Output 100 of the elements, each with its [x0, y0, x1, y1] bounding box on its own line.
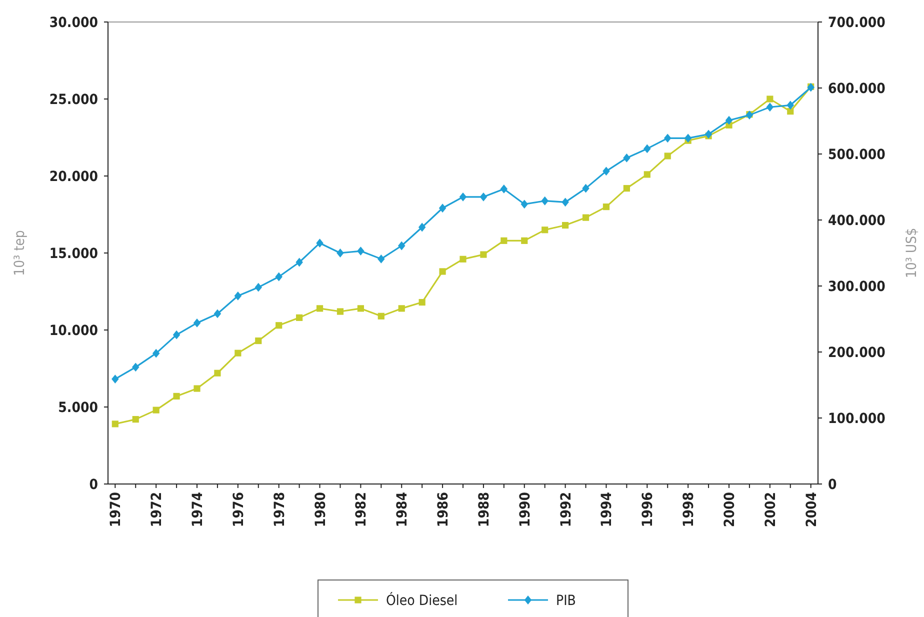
point: [316, 238, 324, 248]
point: [152, 348, 160, 358]
point: [398, 241, 406, 250]
point: [786, 100, 794, 110]
point: [214, 309, 222, 318]
point: [459, 192, 467, 202]
point: [664, 134, 672, 143]
point: [234, 291, 242, 300]
y-tick-label: 5.000: [58, 400, 98, 416]
x-tick-label: 2004: [804, 492, 820, 528]
point: [112, 374, 119, 384]
point: [214, 370, 221, 376]
y-tick-label: 0: [89, 476, 98, 493]
point: [623, 185, 630, 192]
point: [644, 144, 651, 154]
point: [254, 282, 262, 292]
point: [234, 350, 242, 356]
point: [541, 196, 548, 206]
point: [500, 184, 508, 194]
point: [725, 116, 733, 125]
point: [520, 200, 528, 209]
point: [194, 385, 200, 392]
y-tick-label: 30.000: [49, 14, 98, 31]
point: [480, 192, 488, 202]
point: [438, 204, 446, 213]
point: [500, 237, 508, 244]
y2-tick-label: 500.000: [828, 146, 886, 163]
x-tick-label: 1988: [476, 492, 492, 528]
point: [398, 305, 405, 312]
legend-label: PIB: [556, 592, 576, 609]
y-tick-label: 20.000: [49, 168, 98, 185]
point: [378, 254, 385, 264]
point: [704, 130, 712, 139]
x-tick-label: 1972: [149, 492, 166, 528]
point: [152, 406, 160, 414]
point: [296, 314, 303, 321]
point: [357, 305, 364, 312]
y2-tick-label: 0: [828, 476, 837, 493]
point: [766, 102, 774, 112]
point: [480, 251, 487, 258]
point: [644, 171, 650, 178]
point: [172, 330, 180, 340]
x-tick-label: 1992: [558, 492, 574, 528]
y-tick-label: 25.000: [49, 92, 98, 108]
point: [664, 152, 671, 160]
point: [296, 258, 303, 267]
x-tick-label: 1982: [354, 492, 370, 528]
point: [276, 322, 282, 329]
point: [521, 237, 528, 244]
y2-tick-label: 400.000: [828, 212, 886, 229]
x-tick-label: 1978: [272, 492, 288, 528]
point: [439, 268, 446, 275]
y-tick-label: 10.000: [49, 322, 98, 339]
point: [112, 420, 118, 428]
point: [336, 308, 344, 315]
point: [787, 108, 794, 115]
point: [542, 226, 548, 234]
x-tick-label: 1974: [190, 492, 206, 528]
point: [418, 298, 426, 306]
point: [562, 222, 569, 229]
point: [336, 248, 344, 258]
point: [173, 392, 180, 400]
point: [460, 256, 466, 262]
x-tick-label: 1998: [681, 492, 698, 528]
point: [766, 96, 774, 102]
y2-axis-title: 10³ US$: [904, 228, 920, 278]
x-tick-label: 2002: [762, 492, 779, 528]
point: [684, 134, 692, 143]
x-tick-label: 1980: [312, 492, 329, 528]
x-tick-label: 1990: [517, 492, 534, 528]
y2-tick-label: 200.000: [828, 344, 886, 361]
x-tick-label: 1994: [599, 492, 616, 528]
y2-tick-label: 100.000: [828, 410, 886, 427]
point: [193, 318, 201, 328]
point: [602, 204, 610, 210]
point: [602, 166, 610, 176]
y-tick-label: 15.000: [49, 246, 98, 262]
y-axis-title: 10³ tep: [12, 230, 28, 276]
point: [132, 416, 139, 423]
point: [378, 312, 384, 320]
point: [582, 184, 590, 193]
point: [316, 305, 324, 312]
point: [582, 214, 590, 221]
x-tick-label: 1996: [640, 492, 656, 528]
point: [275, 272, 282, 282]
y2-tick-label: 300.000: [828, 278, 886, 295]
x-tick-label: 1976: [230, 492, 247, 528]
x-tick-label: 1984: [394, 492, 411, 528]
point: [562, 198, 569, 207]
y2-tick-label: 700.000: [828, 14, 886, 31]
x-tick-label: 1986: [436, 492, 452, 528]
point: [623, 154, 630, 162]
x-tick-label: 1970: [108, 492, 124, 528]
x-tick-label: 2000: [722, 492, 738, 528]
point: [255, 337, 262, 344]
point: [357, 246, 364, 256]
point: [418, 222, 426, 232]
legend-label: Óleo Diesel: [386, 592, 458, 609]
y2-tick-label: 600.000: [828, 80, 886, 97]
point: [132, 362, 140, 372]
